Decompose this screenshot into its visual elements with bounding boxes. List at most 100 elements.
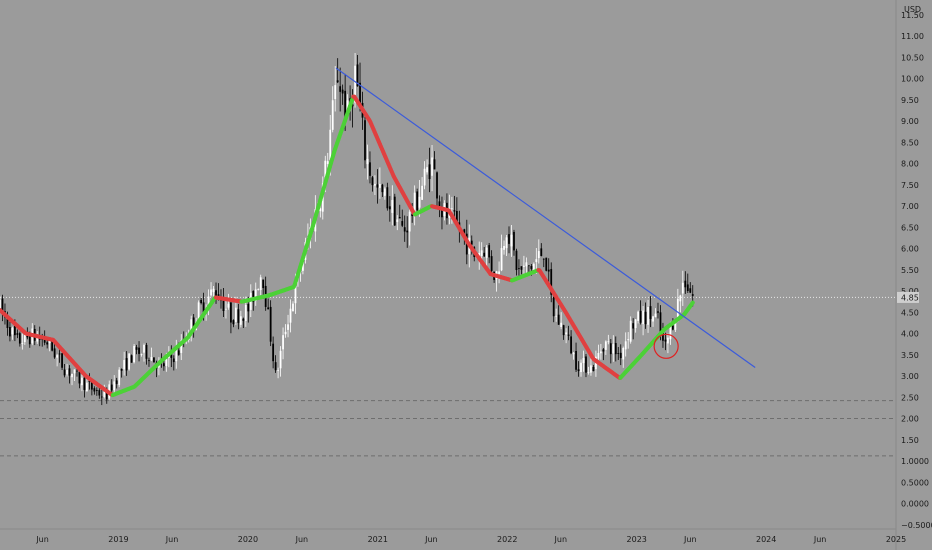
candle-body xyxy=(619,352,622,359)
candle-body xyxy=(580,362,582,373)
x-tick-label: Jun xyxy=(683,535,697,544)
candle-body xyxy=(398,217,401,219)
candle-body xyxy=(617,353,620,354)
x-tick-label: 2024 xyxy=(756,535,776,544)
candle-body xyxy=(356,64,359,87)
candle-body xyxy=(488,245,491,258)
candle-body xyxy=(269,306,272,342)
candle-body xyxy=(431,157,433,176)
candle-body xyxy=(433,159,436,170)
candle-body xyxy=(686,284,689,291)
candle-body xyxy=(671,325,674,330)
candle-body xyxy=(436,172,438,199)
candle-body xyxy=(98,390,101,396)
last-price-badge xyxy=(897,291,919,303)
candle-body xyxy=(597,353,600,359)
candle-body xyxy=(587,372,590,373)
candle-body xyxy=(302,261,304,271)
candle-body xyxy=(547,269,550,272)
candle-body xyxy=(239,316,242,325)
indicator-segment xyxy=(689,300,695,307)
candle-body xyxy=(652,316,654,322)
candle-body xyxy=(483,252,486,257)
candle-body xyxy=(230,302,232,323)
candle-body xyxy=(369,162,371,176)
candle-body xyxy=(637,311,640,321)
candle-body xyxy=(259,277,262,291)
candle-body xyxy=(222,298,225,311)
y-tick-label: 0.0000 xyxy=(901,500,929,509)
candle-body xyxy=(143,344,145,353)
candle-body xyxy=(125,358,128,371)
y-tick-label: 3.50 xyxy=(901,351,919,360)
candle-body xyxy=(401,221,404,226)
candle-body xyxy=(532,263,535,271)
y-tick-label: 9.50 xyxy=(901,96,919,105)
candle-body xyxy=(105,391,108,400)
candle-body xyxy=(572,352,575,355)
candle-body xyxy=(51,340,54,351)
y-tick-label: 1.50 xyxy=(901,436,919,445)
candle-body xyxy=(292,303,294,312)
candle-body xyxy=(145,344,148,359)
candle-body xyxy=(374,183,376,186)
candle-body xyxy=(622,347,625,360)
candle-body xyxy=(344,90,347,117)
candle-body xyxy=(339,86,342,92)
x-tick-label: Jun xyxy=(554,535,568,544)
x-tick-label: 2020 xyxy=(238,535,258,544)
candle-body xyxy=(689,288,692,293)
candle-body xyxy=(73,369,76,374)
candle-body xyxy=(331,100,334,130)
candle-body xyxy=(284,331,287,335)
candle-body xyxy=(418,196,421,208)
candle-body xyxy=(537,251,540,259)
candle-body xyxy=(441,208,443,218)
candle-body xyxy=(585,356,587,373)
candle-body xyxy=(503,246,505,250)
candle-body xyxy=(396,219,399,222)
candle-body xyxy=(13,325,16,336)
candle-body xyxy=(83,377,86,390)
x-tick-label: Jun xyxy=(295,535,309,544)
candle-body xyxy=(93,388,96,392)
candle-body xyxy=(128,353,131,370)
y-tick-label: 4.50 xyxy=(901,308,919,317)
candle-body xyxy=(21,343,24,344)
candle-body xyxy=(629,320,632,342)
candle-body xyxy=(63,369,66,376)
candle-body xyxy=(416,191,419,211)
currency-label: USD xyxy=(904,5,921,14)
indicator-line xyxy=(0,94,695,398)
candle-body xyxy=(376,184,379,188)
trendline-layer xyxy=(335,67,756,369)
candle-body xyxy=(676,298,679,320)
candle-body xyxy=(525,262,528,267)
candle-body xyxy=(550,269,553,295)
candle-body xyxy=(669,325,672,340)
candle-body xyxy=(289,308,292,323)
candle-body xyxy=(679,295,682,302)
candle-body xyxy=(371,177,374,186)
candle-body xyxy=(659,312,662,332)
candle-body xyxy=(562,325,565,336)
candle-body xyxy=(192,317,195,328)
candle-body xyxy=(71,373,73,378)
candle-body xyxy=(604,341,607,350)
circle-annotation xyxy=(653,333,679,359)
candle-body xyxy=(403,227,406,232)
last-price-badge-group: 4.85 xyxy=(897,291,919,303)
candle-body xyxy=(252,291,255,302)
candle-body xyxy=(527,265,530,267)
candle-body xyxy=(406,230,409,233)
candle-body xyxy=(237,309,240,323)
candle-body xyxy=(351,104,354,107)
candle-body xyxy=(684,280,687,288)
candle-body xyxy=(234,307,237,322)
candle-body xyxy=(190,319,193,334)
candle-body xyxy=(41,339,44,340)
candle-body xyxy=(557,314,560,325)
candle-body xyxy=(95,390,98,391)
candle-body xyxy=(602,349,605,352)
